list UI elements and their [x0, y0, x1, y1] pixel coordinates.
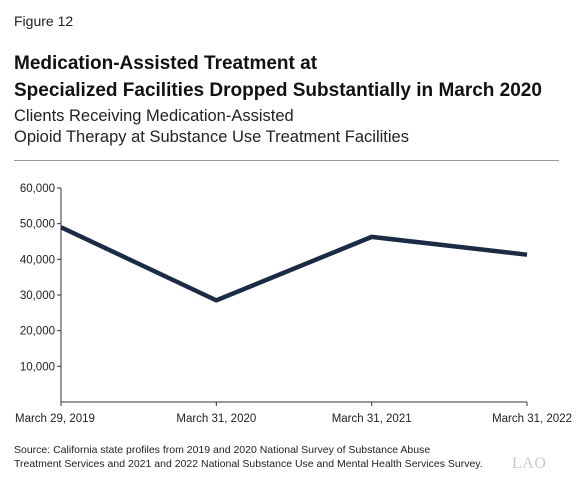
line-chart: 10,000 20,000 30,000 40,000 50,000 60,000 Mar… [15, 183, 572, 425]
chart-title-line-1: Medication-Assisted Treatment at [14, 53, 318, 74]
x-tick-label: March 31, 2020 [176, 413, 256, 425]
y-tick-label: 50,000 [20, 219, 55, 231]
divider [14, 160, 559, 161]
y-tick-label: 20,000 [20, 326, 55, 338]
y-tick-label: 30,000 [20, 290, 55, 302]
chart-title: Medication-Assisted Treatment at Special… [14, 50, 569, 104]
x-axis: March 29, 2019 March 31, 2020 March 31, 20… [15, 401, 572, 425]
series-group [60, 225, 528, 303]
chart-subtitle: Clients Receiving Medication-Assisted Op… [14, 106, 569, 148]
y-tick-label: 40,000 [20, 254, 55, 266]
x-tick-label: March 29, 2019 [15, 413, 95, 425]
series-line [60, 225, 528, 303]
source-note: Source: California state profiles from 2… [14, 444, 504, 471]
y-tick-label: 60,000 [20, 183, 55, 195]
x-tick-label: March 31, 2022 [492, 413, 572, 425]
source-note-line-2: Treatment Services and 2021 and 2022 Nat… [14, 457, 483, 470]
source-note-line-1: Source: California state profiles from 2… [14, 444, 431, 456]
y-tick-label: 10,000 [20, 361, 55, 373]
chart-title-line-2: Specialized Facilities Dropped Substanti… [14, 80, 542, 101]
chart-subtitle-line-2: Opioid Therapy at Substance Use Treatmen… [14, 128, 409, 146]
chart-subtitle-line-1: Clients Receiving Medication-Assisted [14, 107, 294, 125]
figure-label: Figure 12 [14, 13, 74, 29]
y-axis: 10,000 20,000 30,000 40,000 50,000 60,000 [20, 183, 62, 402]
x-tick-label: March 31, 2021 [332, 413, 412, 425]
lao-logo: LAO [512, 455, 547, 472]
